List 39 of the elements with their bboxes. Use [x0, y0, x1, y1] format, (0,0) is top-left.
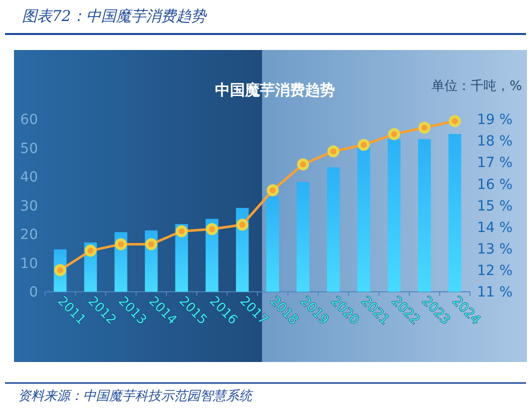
point	[114, 238, 127, 250]
y-tick-label: 20	[20, 227, 38, 244]
y2-tick-label: 14 %	[477, 220, 513, 236]
y2-tick-label: 13 %	[477, 242, 513, 258]
y2-tick-label: 17 %	[477, 155, 513, 172]
point	[388, 128, 400, 140]
y2-tick-label: 19 %	[477, 112, 513, 128]
text: 单位：千吨，%	[432, 79, 522, 94]
chart-title: 图表72：中国魔芋消费趋势	[22, 7, 208, 25]
bar	[448, 134, 462, 292]
bar	[296, 182, 310, 292]
point	[418, 122, 430, 134]
y-tick-label: 50	[20, 140, 38, 157]
point	[145, 238, 158, 250]
y2-tick-label: 18 %	[477, 134, 513, 150]
y-tick-label: 10	[20, 256, 38, 272]
y-tick-label: 30	[20, 198, 38, 214]
y-tick-label: 40	[20, 170, 38, 186]
point	[327, 145, 340, 158]
bar	[327, 167, 340, 292]
point	[206, 223, 218, 236]
bar	[266, 196, 280, 292]
point	[236, 218, 248, 231]
bar	[388, 139, 400, 292]
y-tick-label: 0	[29, 284, 38, 301]
y2-tick-label: 16 %	[477, 176, 513, 193]
bar	[418, 139, 431, 292]
y2-tick-label: 11 %	[477, 284, 513, 301]
point	[176, 225, 188, 238]
point	[266, 184, 279, 196]
y-tick-label: 60	[20, 112, 38, 128]
text: 资料来源：中国魔芋科技示范园智慧系统	[18, 389, 254, 404]
y2-tick-label: 15 %	[477, 198, 513, 214]
point	[297, 158, 310, 170]
point	[448, 115, 461, 128]
point	[84, 244, 97, 257]
bar	[357, 146, 370, 292]
y2-tick-label: 12 %	[477, 263, 513, 280]
point	[358, 138, 370, 151]
